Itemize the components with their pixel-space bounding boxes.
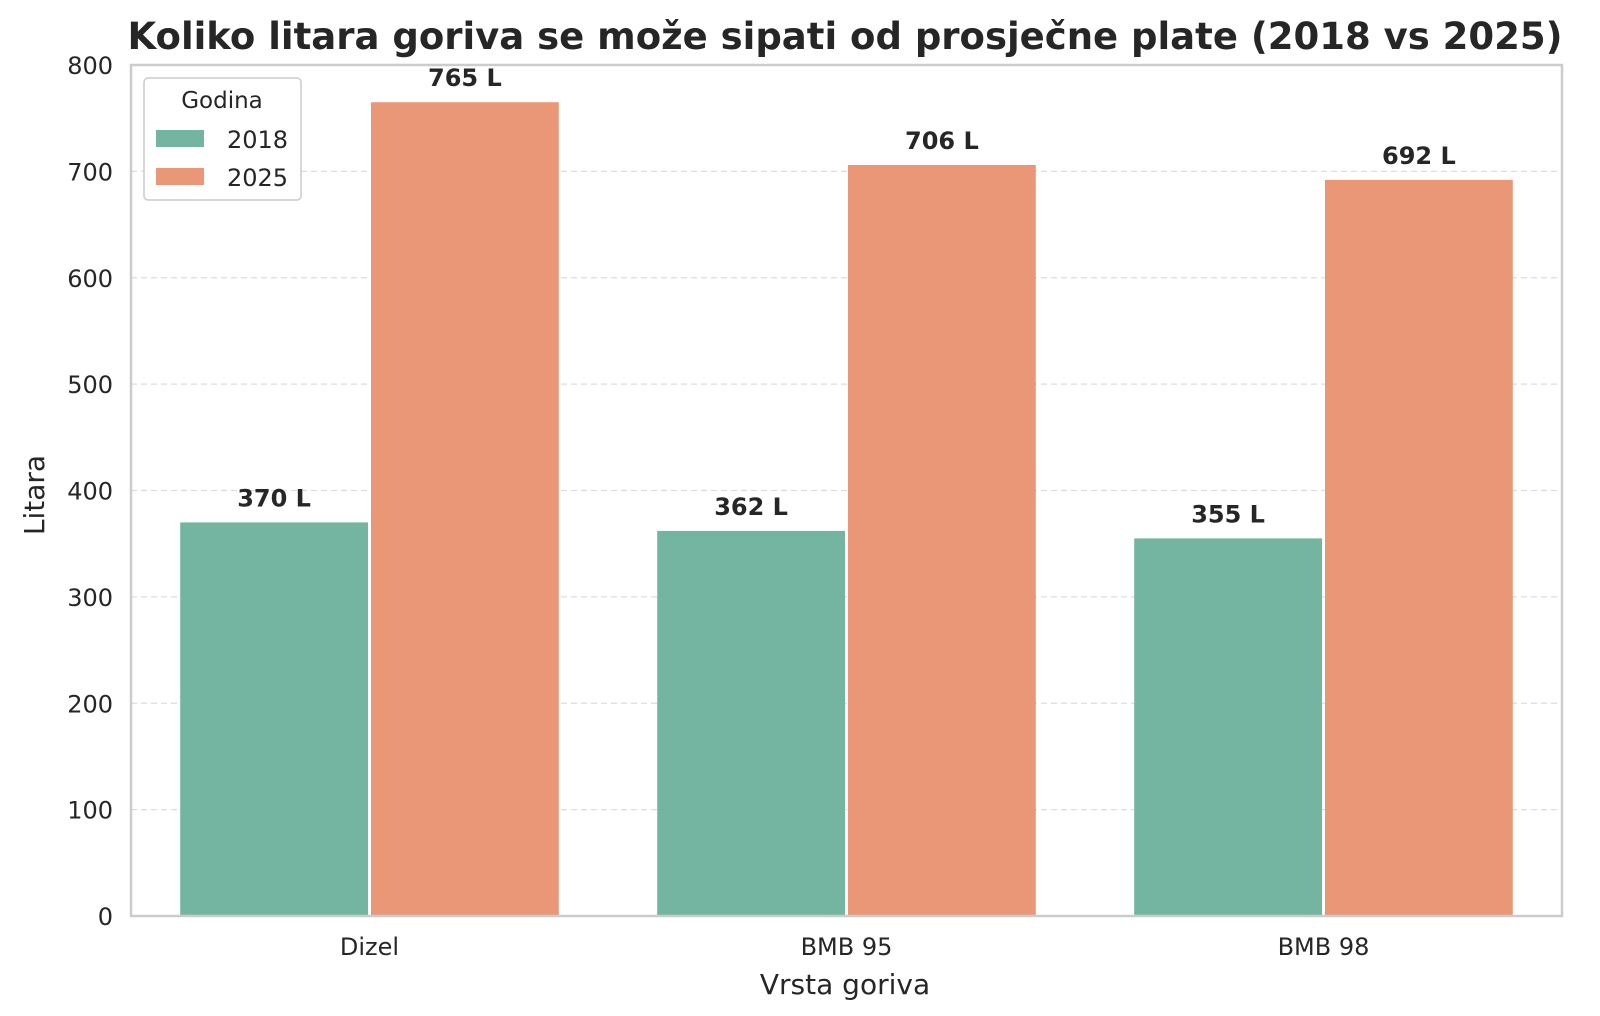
legend-items: 2018 2025 xyxy=(156,126,288,192)
y-tick-label: 300 xyxy=(67,584,113,612)
y-tick-label: 500 xyxy=(67,371,113,399)
data-label: 692 L xyxy=(1382,142,1456,170)
x-tick-label: Dizel xyxy=(340,933,399,961)
axis-ticks: 0 100 200 300 400 500 600 700 800 Dizel BMB 95 BMB … xyxy=(67,52,1369,961)
bar xyxy=(371,102,559,916)
bar xyxy=(1134,538,1322,916)
data-label: 765 L xyxy=(428,64,502,92)
legend: Godina 2018 2025 xyxy=(143,77,302,201)
data-label: 362 L xyxy=(714,493,788,521)
y-axis-label: Litara xyxy=(18,455,51,535)
bar xyxy=(657,530,845,916)
data-label: 706 L xyxy=(905,127,979,155)
y-tick-label: 100 xyxy=(67,797,113,825)
bar xyxy=(180,522,368,916)
y-tick-label: 600 xyxy=(67,265,113,293)
plot-frame xyxy=(129,63,1564,918)
grid-lines xyxy=(131,170,1562,811)
bars xyxy=(180,102,1513,916)
legend-swatch xyxy=(156,130,204,147)
data-labels: 370 L 765 L 362 L 706 L 355 L 692 L xyxy=(237,64,1456,528)
y-tick-label: 0 xyxy=(98,903,113,931)
y-tick-label: 700 xyxy=(67,158,113,186)
bar xyxy=(1325,179,1513,916)
y-tick-label: 800 xyxy=(67,52,113,80)
data-label: 355 L xyxy=(1191,500,1265,528)
x-tick-label: BMB 98 xyxy=(1278,933,1370,961)
data-label: 370 L xyxy=(237,484,311,512)
chart-title: Koliko litara goriva se može sipati od p… xyxy=(128,15,1563,58)
legend-title: Godina xyxy=(181,88,263,114)
bar xyxy=(848,164,1036,916)
x-axis-label: Vrsta goriva xyxy=(760,968,930,1001)
y-tick-label: 400 xyxy=(67,478,113,506)
x-tick-label: BMB 95 xyxy=(801,933,893,961)
legend-label: 2018 xyxy=(227,126,288,154)
legend-label: 2025 xyxy=(227,164,288,192)
legend-swatch xyxy=(156,168,204,185)
y-tick-label: 200 xyxy=(67,690,113,718)
